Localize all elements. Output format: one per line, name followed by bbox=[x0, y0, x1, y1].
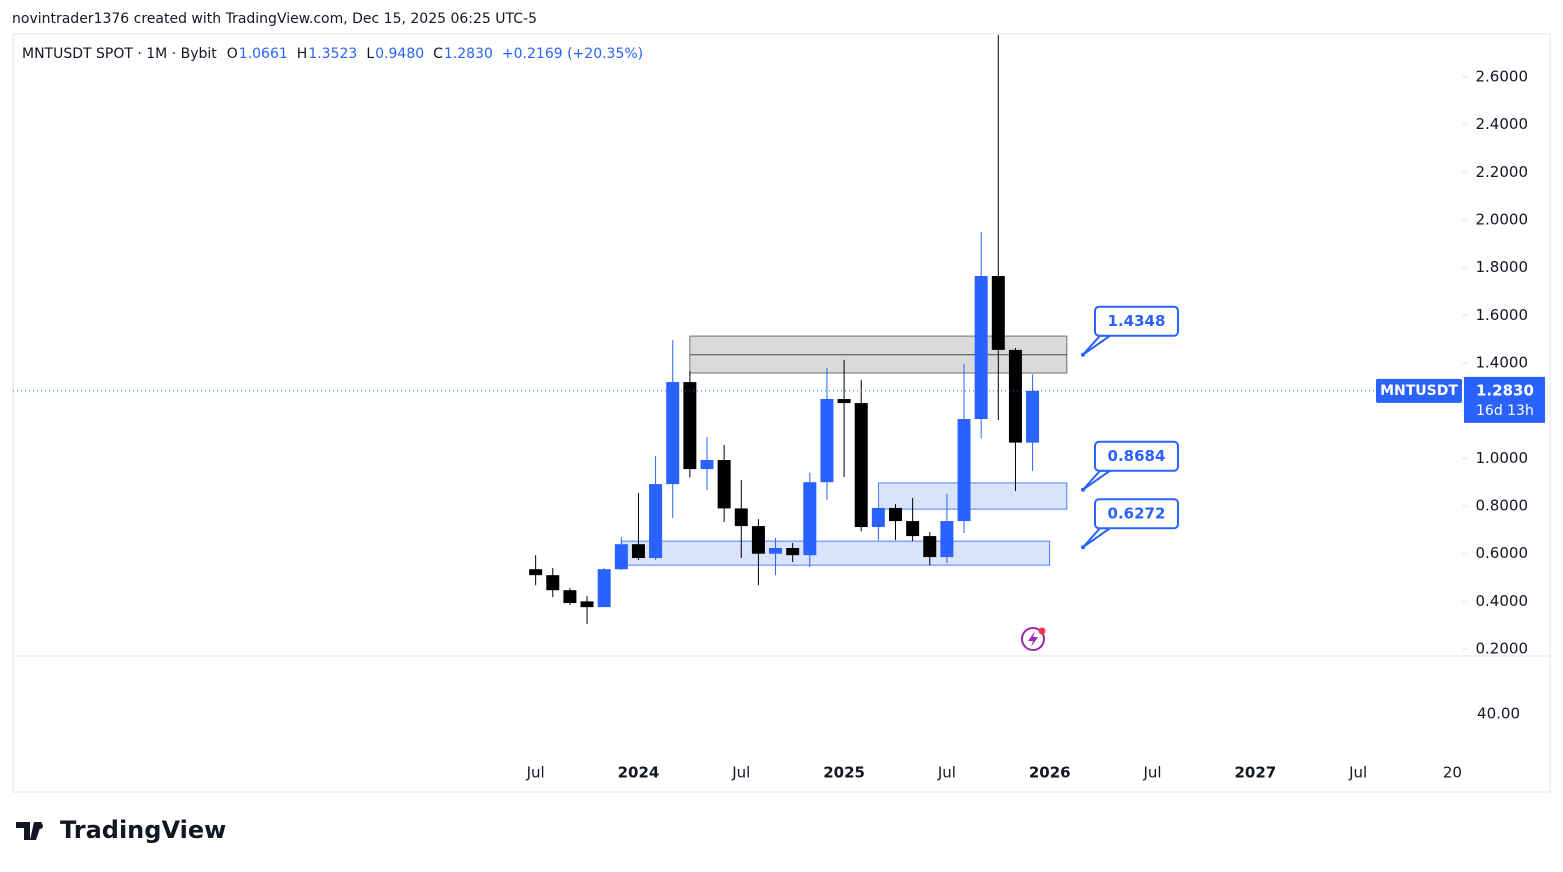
candle-body bbox=[837, 398, 851, 404]
callout-box bbox=[1094, 305, 1179, 337]
candle-body bbox=[563, 590, 577, 604]
candle-body bbox=[529, 569, 543, 576]
candle-body bbox=[854, 403, 868, 528]
y-tick-label: 2.6000 bbox=[1476, 67, 1529, 85]
price-tag-symbol-bg bbox=[1376, 378, 1462, 403]
candle-body bbox=[1008, 349, 1022, 443]
legend-c_label: C bbox=[433, 46, 443, 62]
y-tick-label: 2.2000 bbox=[1476, 163, 1529, 181]
candle-body bbox=[614, 544, 628, 570]
callout-anchor bbox=[1081, 545, 1085, 550]
price-tag-symbol: MNTUSDT bbox=[1380, 383, 1458, 399]
legend-o: 1.0661 bbox=[239, 46, 288, 62]
y-tick-label: 2.4000 bbox=[1476, 115, 1529, 133]
candle-body bbox=[803, 482, 817, 556]
zone bbox=[620, 540, 1051, 566]
price-tag-price: 1.2830 bbox=[1476, 381, 1534, 399]
candle-body bbox=[820, 398, 834, 483]
candle-body bbox=[786, 548, 800, 556]
callout-anchor bbox=[1081, 352, 1085, 357]
legend-o_label: O bbox=[227, 46, 238, 62]
y-tick-label: 2.0000 bbox=[1476, 210, 1529, 228]
x-tick-label: Jul bbox=[1348, 764, 1367, 782]
candle-body bbox=[597, 569, 611, 608]
callout-anchor bbox=[1081, 487, 1085, 492]
x-tick-label: 20 bbox=[1443, 764, 1462, 782]
symbol: MNTUSDT SPOT · 1M · Bybit bbox=[22, 46, 217, 62]
x-tick-label: Jul bbox=[937, 764, 956, 782]
y-tick-label: 0.4000 bbox=[1476, 592, 1529, 610]
candle-body bbox=[700, 460, 714, 470]
x-tick-label: 2024 bbox=[618, 764, 660, 782]
candle-body bbox=[871, 507, 885, 528]
candle-body bbox=[888, 507, 902, 522]
candle-body bbox=[957, 419, 971, 522]
candle-body bbox=[991, 275, 1005, 350]
x-tick-label: 2027 bbox=[1234, 764, 1276, 782]
price-tag-countdown: 16d 13h bbox=[1476, 403, 1534, 419]
candle-body bbox=[751, 526, 765, 554]
x-tick-label: Jul bbox=[731, 764, 750, 782]
candle-body bbox=[580, 601, 594, 608]
legend-l_label: L bbox=[366, 46, 374, 62]
x-tick-label: 2025 bbox=[823, 764, 865, 782]
price-tag-bg bbox=[1464, 376, 1545, 423]
y-tick-label: 0.6000 bbox=[1476, 544, 1529, 562]
candle-body bbox=[631, 544, 645, 559]
candle-body bbox=[734, 508, 748, 527]
x-tick-label: 2026 bbox=[1029, 764, 1071, 782]
legend-change: +0.2169 (+20.35%) bbox=[502, 46, 643, 62]
alert-icon bbox=[1021, 627, 1046, 651]
candle-body bbox=[683, 382, 697, 470]
callout-label: 1.4348 bbox=[1108, 312, 1166, 330]
candle-body bbox=[649, 484, 663, 559]
candle-body bbox=[906, 521, 920, 537]
x-tick-label: Jul bbox=[1142, 764, 1161, 782]
candle-body bbox=[769, 548, 783, 554]
y-tick-label: 0.8000 bbox=[1476, 497, 1529, 515]
candle-body bbox=[546, 575, 560, 591]
callout-box bbox=[1094, 440, 1179, 472]
legend: MNTUSDT SPOT · 1M · Bybit O 1.0661 H 1.3523… bbox=[22, 46, 643, 62]
lower-pane-tick: 40.00 bbox=[1477, 705, 1520, 723]
logo: TradingView bbox=[16, 816, 226, 844]
candle-body bbox=[974, 275, 988, 420]
legend-c: 1.2830 bbox=[444, 46, 493, 62]
candle-body bbox=[923, 536, 937, 558]
callout-pointer bbox=[1082, 469, 1114, 491]
callout-box bbox=[1094, 498, 1179, 530]
frame bbox=[12, 33, 1551, 793]
header: novintrader1376 created with TradingView… bbox=[12, 11, 537, 27]
candle-body bbox=[717, 460, 731, 509]
candle-body bbox=[1026, 390, 1040, 443]
callout-pointer bbox=[1082, 527, 1114, 549]
x-tick-label: Jul bbox=[526, 764, 545, 782]
legend-h_label: H bbox=[297, 46, 308, 62]
y-tick-label: 1.0000 bbox=[1476, 449, 1529, 467]
logo-text: TradingView bbox=[60, 816, 226, 844]
candle-body bbox=[666, 382, 680, 485]
callout-pointer bbox=[1082, 334, 1114, 356]
y-tick-label: 1.6000 bbox=[1476, 306, 1529, 324]
zone bbox=[877, 482, 1068, 510]
callout-label: 0.8684 bbox=[1108, 447, 1166, 465]
callout-label: 0.6272 bbox=[1108, 505, 1166, 523]
legend-l: 0.9480 bbox=[375, 46, 424, 62]
y-tick-label: 1.4000 bbox=[1476, 353, 1529, 371]
legend-h: 1.3523 bbox=[308, 46, 357, 62]
y-tick-label: 0.2000 bbox=[1476, 640, 1529, 658]
y-tick-label: 1.8000 bbox=[1476, 258, 1529, 276]
candle-body bbox=[940, 521, 954, 558]
